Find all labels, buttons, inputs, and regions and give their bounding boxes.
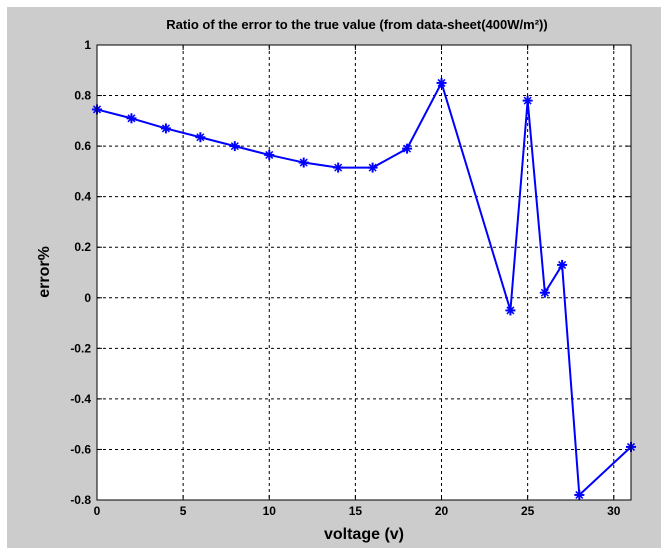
y-axis-label: error% bbox=[36, 246, 53, 298]
data-point bbox=[402, 143, 413, 154]
x-tick-label: 20 bbox=[435, 504, 449, 518]
data-point bbox=[160, 123, 171, 134]
plot-area bbox=[96, 44, 632, 501]
data-point bbox=[574, 489, 585, 500]
data-point bbox=[195, 132, 206, 143]
y-tick-label: 0.2 bbox=[74, 240, 91, 254]
data-point bbox=[264, 149, 275, 160]
y-tick-label: 0 bbox=[84, 291, 91, 305]
data-point bbox=[229, 141, 240, 152]
chart-svg: Ratio of the error to the true value (fr… bbox=[36, 17, 636, 543]
data-point bbox=[557, 259, 568, 270]
data-point bbox=[522, 95, 533, 106]
x-axis-label: voltage (v) bbox=[324, 526, 404, 543]
y-tick-label: 1 bbox=[84, 38, 91, 52]
data-point bbox=[126, 113, 137, 124]
axis-ticks: 0 5 10 15 20 25 30 -0.8 -0.6 -0.4 -0.2 0 0.2 0.4 0.6 0.… bbox=[70, 38, 631, 518]
y-tick-label: -0.6 bbox=[70, 442, 91, 456]
x-tick-label: 15 bbox=[349, 504, 363, 518]
y-tick-label: 0.8 bbox=[74, 89, 91, 103]
figure-window: Ratio of the error to the true value (fr… bbox=[7, 7, 661, 548]
y-tick-label: 0.4 bbox=[74, 190, 91, 204]
x-tick-label: 30 bbox=[607, 504, 621, 518]
x-tick-label: 0 bbox=[94, 504, 101, 518]
x-tick-label: 25 bbox=[521, 504, 535, 518]
data-point bbox=[333, 162, 344, 173]
y-tick-label: -0.8 bbox=[70, 493, 91, 507]
grid-lines bbox=[97, 45, 631, 500]
data-series bbox=[92, 77, 636, 500]
chart-title: Ratio of the error to the true value (fr… bbox=[166, 17, 547, 32]
data-point bbox=[436, 77, 447, 88]
y-tick-label: 0.6 bbox=[74, 139, 91, 153]
data-point bbox=[539, 287, 550, 298]
data-point bbox=[367, 162, 378, 173]
x-tick-label: 5 bbox=[180, 504, 187, 518]
data-point bbox=[298, 157, 309, 168]
y-tick-label: -0.4 bbox=[70, 392, 91, 406]
y-tick-label: -0.2 bbox=[70, 341, 91, 355]
axes-frame bbox=[96, 44, 632, 501]
data-point bbox=[505, 305, 516, 316]
x-tick-label: 10 bbox=[263, 504, 277, 518]
